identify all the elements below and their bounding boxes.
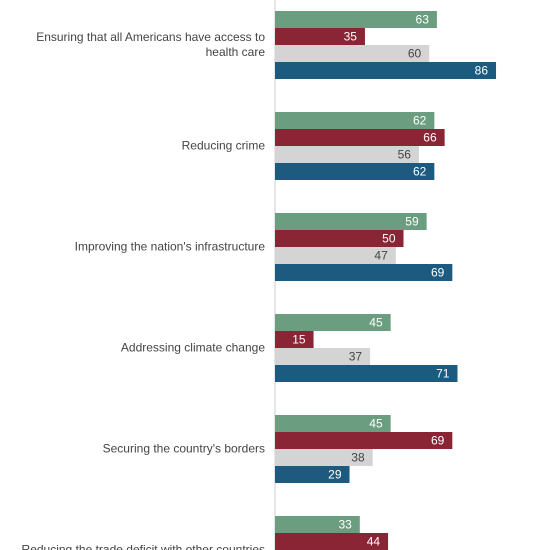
bar bbox=[275, 264, 453, 281]
value-label: 45 bbox=[369, 417, 383, 431]
bar bbox=[275, 230, 404, 247]
category-label: Ensuring that all Americans have access … bbox=[36, 30, 265, 59]
value-label: 62 bbox=[413, 114, 427, 128]
value-label: 35 bbox=[344, 30, 358, 44]
bar bbox=[275, 247, 396, 264]
value-label: 45 bbox=[369, 316, 383, 330]
value-label: 63 bbox=[416, 13, 430, 27]
category-label: Addressing climate change bbox=[120, 340, 265, 355]
bar bbox=[275, 45, 430, 62]
category-label: Securing the country's borders bbox=[102, 441, 265, 456]
bar bbox=[275, 533, 389, 550]
value-label: 69 bbox=[431, 434, 445, 448]
value-label: 66 bbox=[423, 131, 437, 145]
value-label: 69 bbox=[431, 266, 445, 280]
bar bbox=[275, 348, 371, 365]
value-label: 62 bbox=[413, 165, 427, 179]
bar bbox=[275, 365, 458, 382]
value-label: 33 bbox=[338, 518, 352, 532]
bar bbox=[275, 62, 497, 79]
bar bbox=[275, 432, 453, 449]
value-label: 15 bbox=[292, 333, 306, 347]
bar bbox=[275, 466, 350, 483]
category-label: Improving the nation's infrastructure bbox=[74, 239, 265, 254]
bar bbox=[275, 28, 365, 45]
bar bbox=[275, 11, 437, 28]
value-label: 37 bbox=[349, 350, 363, 364]
bar bbox=[275, 112, 435, 129]
value-label: 56 bbox=[398, 148, 412, 162]
bar bbox=[275, 146, 419, 163]
bar bbox=[275, 163, 435, 180]
bar bbox=[275, 449, 373, 466]
category-label: Reducing crime bbox=[181, 138, 265, 153]
value-label: 71 bbox=[436, 367, 450, 381]
bar bbox=[275, 213, 427, 230]
value-label: 59 bbox=[405, 215, 419, 229]
value-label: 86 bbox=[475, 64, 489, 78]
value-label: 60 bbox=[408, 47, 422, 61]
value-label: 38 bbox=[351, 451, 365, 465]
bar bbox=[275, 129, 445, 146]
value-label: 47 bbox=[374, 249, 388, 263]
value-label: 29 bbox=[328, 468, 342, 482]
bar bbox=[275, 331, 314, 348]
bar bbox=[275, 415, 391, 432]
value-label: 50 bbox=[382, 232, 396, 246]
bar bbox=[275, 314, 391, 331]
category-label: Reducing the trade deficit with other co… bbox=[21, 542, 265, 550]
bar bbox=[275, 516, 360, 533]
value-label: 44 bbox=[367, 535, 381, 549]
